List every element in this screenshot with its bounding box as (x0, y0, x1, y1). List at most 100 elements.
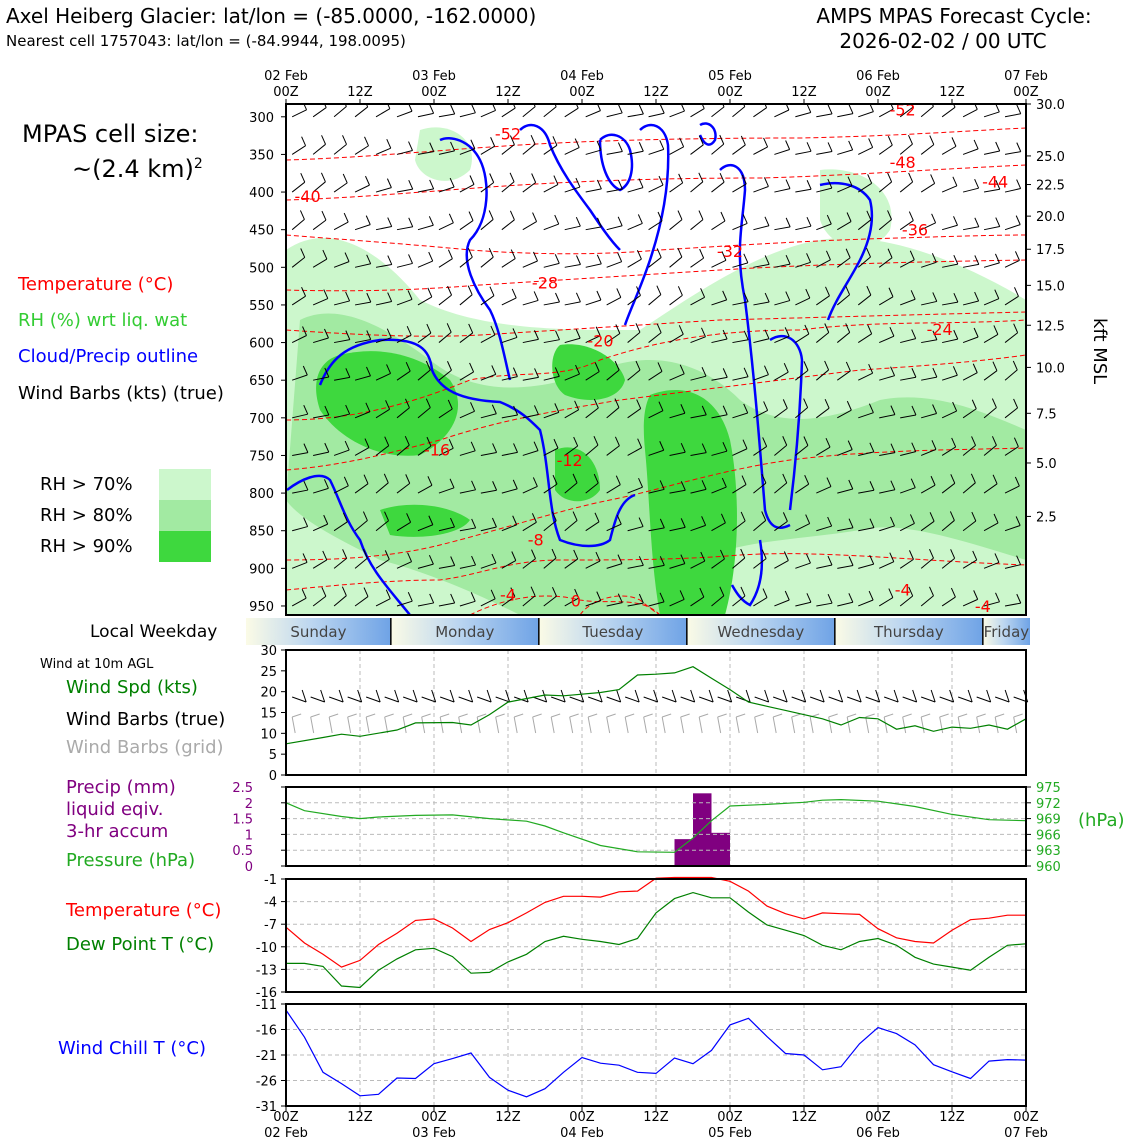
wind10m-barb-feather-22 (708, 689, 714, 703)
wind-barb-feather-347 (994, 253, 1000, 264)
wind-barb-18 (480, 109, 496, 118)
wind-barb-feather-737 (680, 481, 686, 491)
wind10m-gridbarb-feather-23 (717, 713, 727, 718)
wind-barb-818 (795, 523, 810, 532)
wind-barb-feather-247 (677, 210, 683, 220)
wind-barb-564 (333, 413, 350, 419)
rh70-region-upper-right (820, 169, 892, 249)
wind-barb-feather-545 (868, 363, 874, 374)
wind-barb-796 (564, 520, 578, 532)
legend-precip-line3: 3-hr accum (66, 821, 169, 842)
wind-barb-406 (878, 296, 894, 306)
wind-barb-268 (899, 220, 914, 231)
wind-barb-236 (564, 225, 581, 231)
wind10m-barb-23 (717, 696, 732, 703)
wind-barb-feather-487 (993, 325, 999, 335)
wind-barb-feather-25 (554, 104, 557, 107)
wind-barb-feather-789 (491, 517, 497, 528)
wind-barb-48 (795, 111, 811, 118)
wind-barb-feather-447 (575, 329, 581, 339)
wind-barb-feather-495 (345, 368, 351, 378)
wind-barb-feather-111 (719, 134, 725, 145)
wind-barb-432 (417, 332, 432, 343)
wind-barb-feather-149 (386, 178, 392, 188)
wind-barb-116 (774, 149, 790, 155)
wind-barb-feather-167 (575, 177, 581, 188)
wind-barb-feather-731 (615, 475, 621, 485)
wind-barb-750 (816, 486, 832, 494)
wind-barb-354 (333, 300, 350, 306)
wind-barb-512 (522, 376, 539, 381)
wind-barb-feather-101 (617, 142, 623, 152)
temp-contour-5 (286, 259, 1026, 292)
wind-barb-324 (753, 263, 770, 268)
wind10m-barb-14 (550, 696, 566, 703)
wind-barb-926 (459, 600, 476, 607)
wind-barb-150 (396, 188, 413, 193)
wind-barb-788 (480, 526, 497, 532)
wind-barb-364 (438, 294, 452, 306)
wind-barb-feather-63 (953, 104, 956, 108)
wind-barb-940 (606, 602, 623, 607)
wind-barb-feather-929 (490, 589, 496, 599)
wind-barb-830 (920, 520, 935, 532)
wind-barb-958 (795, 601, 812, 607)
wind-barb-12 (417, 112, 434, 118)
height-tick-label-3: 20.0 (1036, 210, 1065, 225)
legend-precip-line1: Precip (mm) (66, 777, 176, 798)
wind-barb-feather-85 (450, 141, 456, 152)
wind-barb-826 (879, 525, 895, 532)
wind10m-barb-18 (624, 696, 640, 703)
wind-barb-feather-509 (491, 365, 497, 375)
wind-barb-feather-755 (869, 481, 875, 491)
cell-size-label: MPAS cell size: (22, 120, 199, 148)
rh70-region-top (415, 127, 472, 181)
legend-temperature-2m: Temperature (°C) (66, 900, 222, 921)
wind-ytick-label-0: 0 (269, 769, 277, 784)
wind-barb-224 (438, 222, 454, 231)
wind10m-barb-31 (865, 696, 880, 703)
wind-barb-feather-207 (995, 180, 1001, 190)
wind10m-gridbarb-feather-14 (551, 713, 561, 718)
wind-barb-634 (333, 449, 350, 456)
wind10m-gridbarb-24 (735, 716, 740, 734)
wind10m-gridbarb-6 (402, 716, 407, 734)
wind-barb-724 (543, 483, 558, 494)
wind-barb-feather-971 (929, 586, 934, 596)
wind-barb-feather-433 (426, 323, 432, 334)
wind-barb-646 (459, 450, 476, 456)
top-tick-hour-9: 12Z (939, 85, 965, 100)
wind-barb-feather-899 (909, 550, 914, 560)
wind-barb-314 (648, 257, 662, 268)
wind-barb-feather-329 (806, 253, 812, 263)
wind-barb-886 (774, 560, 789, 569)
wind-barb-feather-467 (784, 327, 790, 337)
wind10m-gridbarb-feather-25 (754, 713, 764, 718)
wind10m-gridbarb-feather-18 (625, 713, 635, 718)
wind-barb-602 (732, 412, 748, 419)
wind-barb-feather-609 (803, 398, 809, 408)
wind-barb-feather-649 (492, 443, 498, 453)
wind-barb-feather-145 (342, 173, 348, 184)
wind10m-barb-13 (532, 696, 547, 703)
wind-barb-feather-183 (741, 174, 747, 185)
wind10m-gridbarb-11 (495, 716, 500, 734)
wind-barb-850 (396, 561, 412, 569)
wind-barb-feather-203 (952, 176, 958, 187)
wind-barb-feather-875 (659, 556, 665, 566)
wind10m-barb-feather-16 (597, 689, 603, 703)
wind-barb-410 (921, 300, 937, 306)
wind-barb-144 (333, 182, 348, 193)
pressure-tick-label-1: 350 (249, 148, 274, 163)
wind-barb-feather-979 (1016, 593, 1022, 604)
wind-barb-614 (858, 412, 874, 419)
wind-barb-feather-331 (825, 250, 831, 260)
wind-barb-feather-121 (827, 142, 833, 152)
wind-barb-46 (774, 109, 790, 118)
wind-barb-feather-759 (910, 478, 916, 488)
wind-barb-274 (963, 226, 979, 231)
pressure-ytick-label-0: 960 (1036, 860, 1061, 875)
wind-barb-feather-81 (408, 141, 413, 151)
wind-barb-feather-481 (932, 330, 938, 340)
wind-barb-feather-913 (321, 587, 327, 597)
